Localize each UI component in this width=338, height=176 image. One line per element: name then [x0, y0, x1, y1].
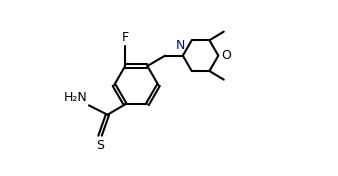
Text: O: O	[221, 49, 232, 62]
Text: S: S	[96, 139, 104, 152]
Text: H₂N: H₂N	[64, 91, 88, 104]
Text: N: N	[176, 39, 186, 52]
Text: F: F	[122, 31, 129, 44]
